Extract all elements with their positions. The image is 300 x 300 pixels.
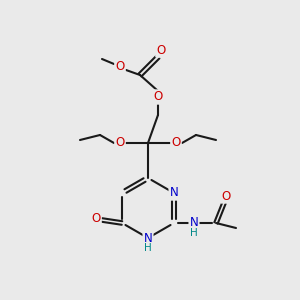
Text: O: O bbox=[221, 190, 231, 202]
Text: N: N bbox=[169, 187, 178, 200]
Text: O: O bbox=[116, 136, 124, 149]
Text: O: O bbox=[171, 136, 181, 149]
Text: O: O bbox=[153, 91, 163, 103]
Text: N: N bbox=[144, 232, 152, 244]
Text: H: H bbox=[144, 243, 152, 253]
Text: H: H bbox=[190, 228, 198, 238]
Text: O: O bbox=[92, 212, 100, 224]
Text: O: O bbox=[116, 61, 124, 74]
Text: N: N bbox=[190, 217, 198, 230]
Text: O: O bbox=[156, 44, 166, 56]
